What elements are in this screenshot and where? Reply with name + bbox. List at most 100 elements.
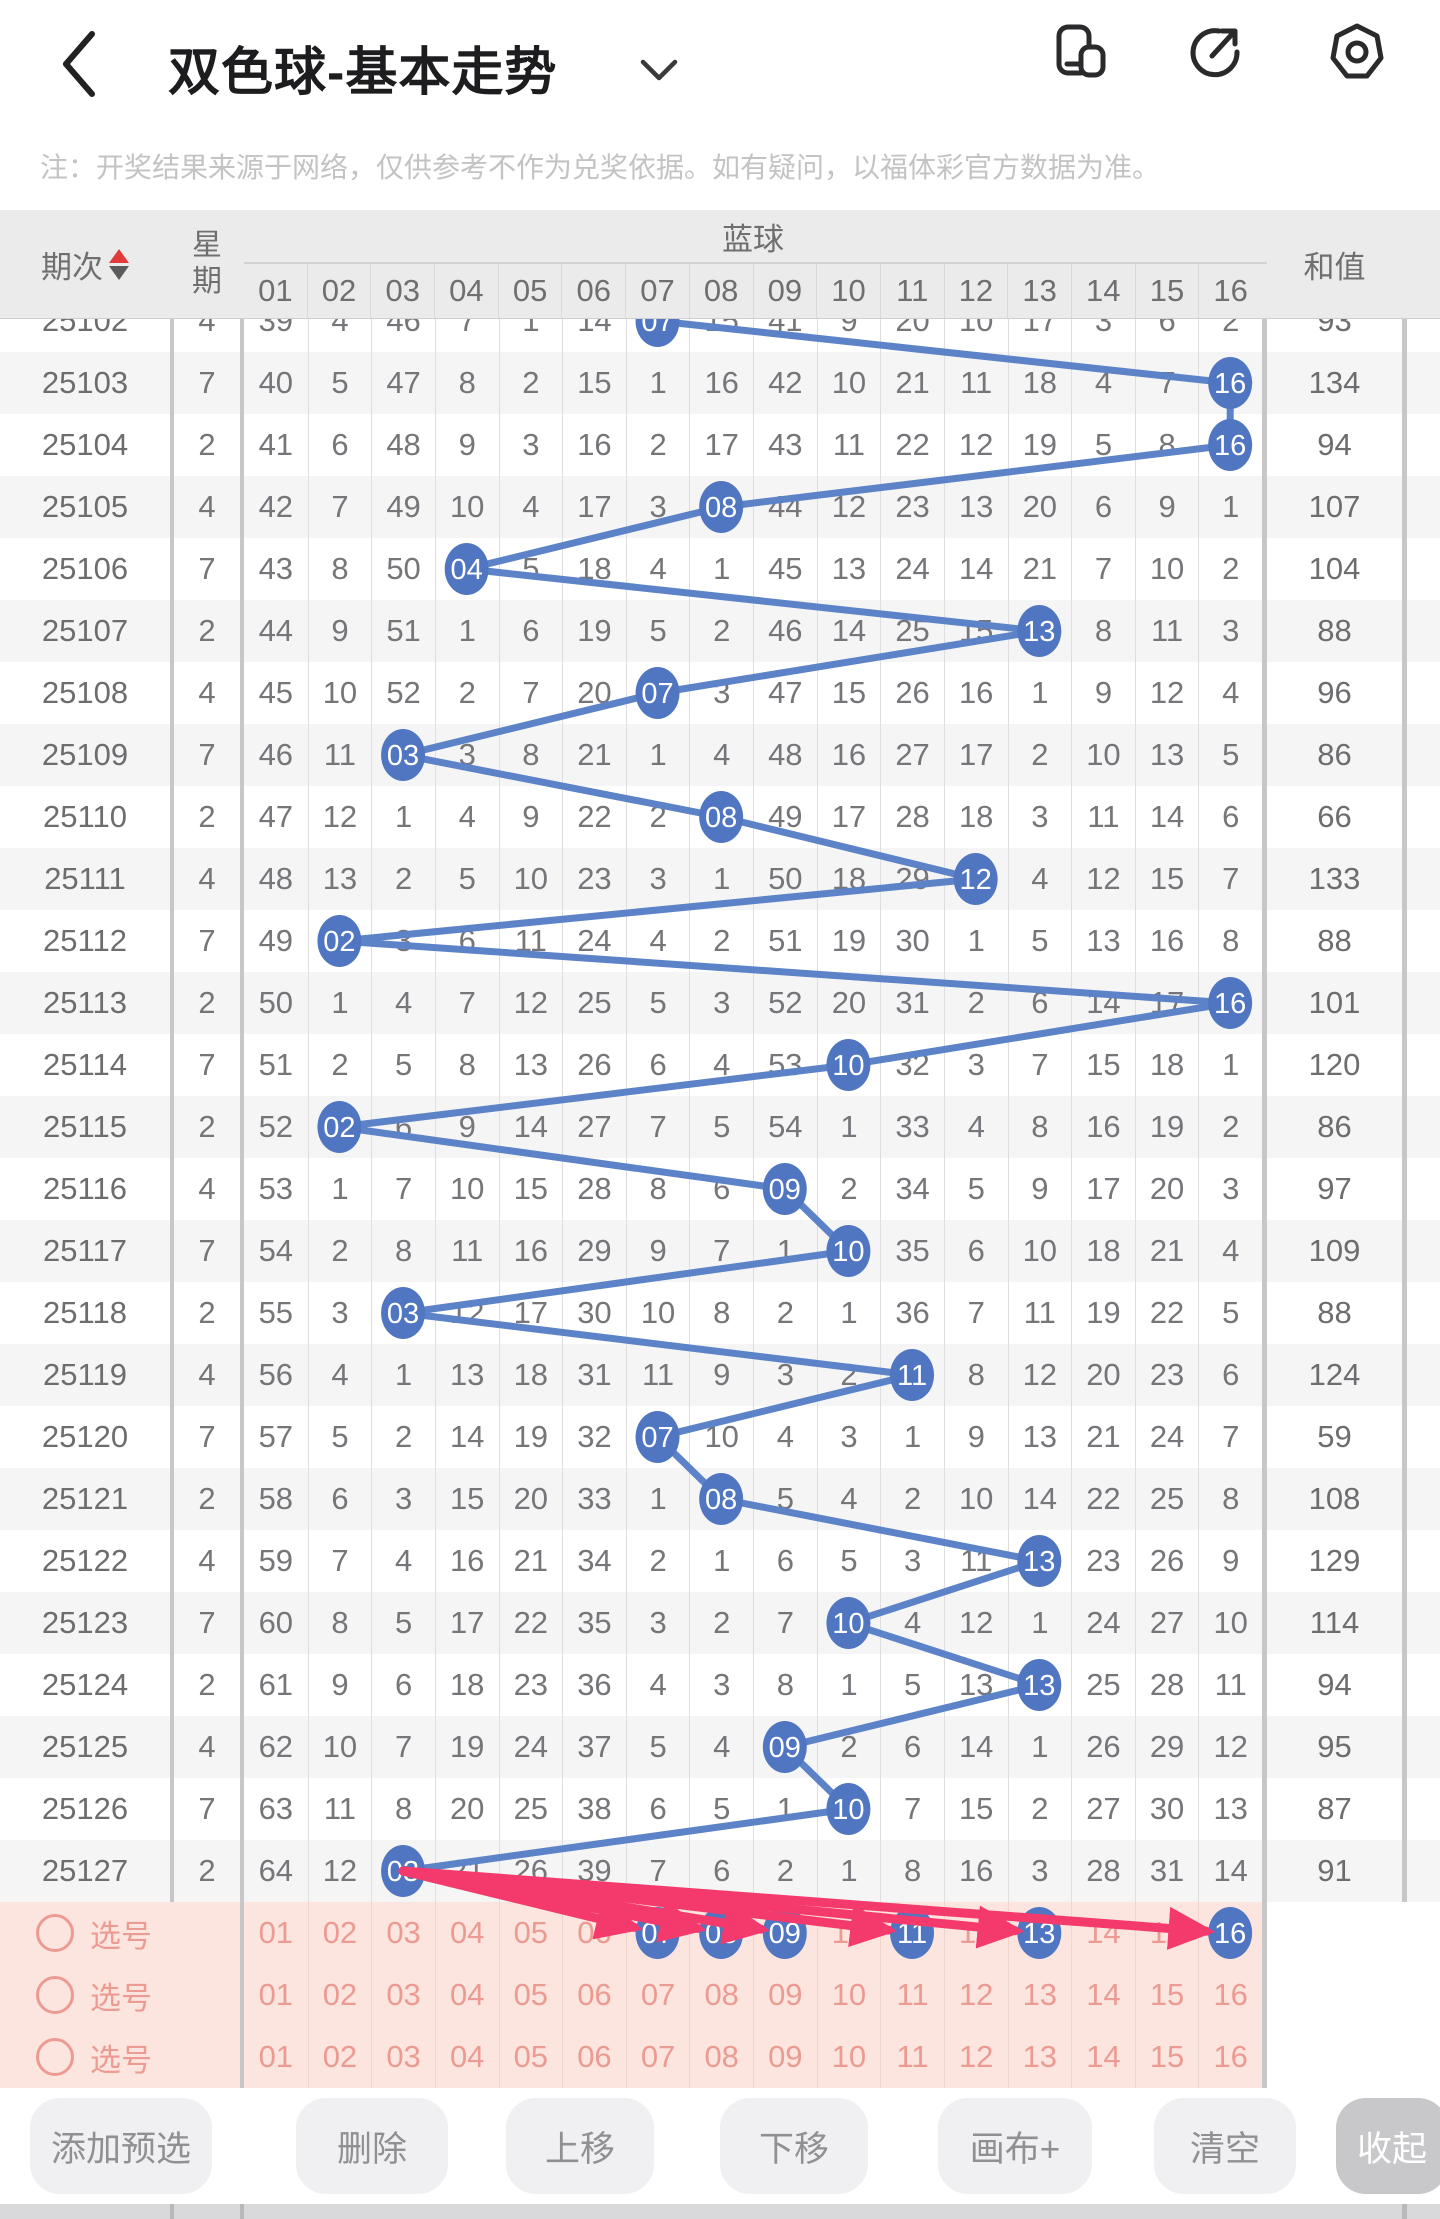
selection-number-13[interactable]: 13 xyxy=(1007,1964,1072,2026)
selection-number-13[interactable]: 13 xyxy=(1007,2026,1072,2088)
selection-number-16[interactable]: 16 xyxy=(1198,2026,1262,2088)
column-header-period[interactable]: 期次 xyxy=(0,210,170,318)
selection-number-10[interactable]: 10 xyxy=(816,1902,881,1964)
selection-number-15[interactable]: 15 xyxy=(1134,1964,1199,2026)
miss-count-cell: 19 xyxy=(562,600,626,662)
selection-number-09[interactable]: 09 xyxy=(753,1964,817,2026)
selection-number-08[interactable]: 08 xyxy=(689,1902,753,1964)
selection-number-12[interactable]: 12 xyxy=(943,1964,1008,2026)
period-header-label: 期次 xyxy=(41,249,103,285)
selection-number-14[interactable]: 14 xyxy=(1071,1964,1135,2026)
sum-cell: 104 xyxy=(1267,538,1402,600)
miss-count-cell: 10 xyxy=(307,1716,372,1778)
miss-count-cell xyxy=(1007,600,1072,662)
miss-count-cell: 1 xyxy=(816,1840,881,1902)
selection-number-05[interactable]: 05 xyxy=(498,1964,563,2026)
pip-window-icon[interactable] xyxy=(1054,22,1112,82)
delete-button[interactable]: 删除 xyxy=(296,2098,448,2194)
miss-count-cell: 40 xyxy=(244,352,308,414)
selection-radio[interactable] xyxy=(36,2038,74,2076)
miss-count-cell: 44 xyxy=(753,476,817,538)
selection-number-04[interactable]: 04 xyxy=(434,1902,499,1964)
tail-cell xyxy=(1407,352,1440,414)
selection-number-07[interactable]: 07 xyxy=(625,1902,690,1964)
miss-count-cell: 63 xyxy=(244,1778,308,1840)
selection-number-16[interactable]: 16 xyxy=(1198,1902,1262,1964)
canvas-plus-button[interactable]: 画布+ xyxy=(938,2098,1092,2194)
selection-number-05[interactable]: 05 xyxy=(498,2026,563,2088)
selection-number-10[interactable]: 10 xyxy=(816,1964,881,2026)
selection-number-12[interactable]: 12 xyxy=(943,2026,1008,2088)
title-dropdown[interactable] xyxy=(638,56,680,89)
selection-number-07[interactable]: 07 xyxy=(625,1964,690,2026)
selection-number-06[interactable]: 06 xyxy=(562,1964,626,2026)
selection-radio[interactable] xyxy=(36,1914,74,1952)
miss-count-cell: 3 xyxy=(307,1282,372,1344)
miss-count-cell: 12 xyxy=(943,1592,1008,1654)
selection-number-03[interactable]: 03 xyxy=(371,1902,435,1964)
selection-number-11[interactable]: 11 xyxy=(880,2026,944,2088)
tail-cell xyxy=(1407,972,1440,1034)
selection-number-05[interactable]: 05 xyxy=(498,1902,563,1964)
back-button[interactable] xyxy=(52,22,112,106)
sum-cell: 96 xyxy=(1267,662,1402,724)
selection-number-04[interactable]: 04 xyxy=(434,2026,499,2088)
move-down-button[interactable]: 下移 xyxy=(720,2098,868,2194)
selection-radio[interactable] xyxy=(36,1976,74,2014)
miss-count-cell: 13 xyxy=(1071,910,1135,972)
divider xyxy=(1402,210,1407,1902)
selection-number-11[interactable]: 11 xyxy=(880,1902,944,1964)
miss-count-cell: 6 xyxy=(371,1654,435,1716)
move-up-button[interactable]: 上移 xyxy=(506,2098,654,2194)
selection-number-02[interactable]: 02 xyxy=(307,2026,372,2088)
selection-number-01[interactable]: 01 xyxy=(244,2026,308,2088)
selection-number-16[interactable]: 16 xyxy=(1198,1964,1262,2026)
selection-number-14[interactable]: 14 xyxy=(1071,2026,1135,2088)
miss-count-cell: 6 xyxy=(689,1158,753,1220)
collapse-button[interactable]: 收起 xyxy=(1336,2098,1440,2194)
add-preselect-button[interactable]: 添加预选 xyxy=(30,2098,212,2194)
selection-number-06[interactable]: 06 xyxy=(562,1902,626,1964)
selection-number-08[interactable]: 08 xyxy=(689,2026,753,2088)
selection-number-15[interactable]: 15 xyxy=(1134,1902,1199,1964)
tail-cell xyxy=(1407,414,1440,476)
selection-number-02[interactable]: 02 xyxy=(307,1902,372,1964)
selection-number-14[interactable]: 14 xyxy=(1071,1902,1135,1964)
miss-count-cell: 2 xyxy=(689,1592,753,1654)
selection-number-03[interactable]: 03 xyxy=(371,2026,435,2088)
selection-number-10[interactable]: 10 xyxy=(816,2026,881,2088)
clear-button[interactable]: 清空 xyxy=(1154,2098,1296,2194)
miss-count-cell: 24 xyxy=(562,910,626,972)
miss-count-cell: 1 xyxy=(689,1530,753,1592)
selection-number-01[interactable]: 01 xyxy=(244,1964,308,2026)
selection-number-08[interactable]: 08 xyxy=(689,1964,753,2026)
selection-number-15[interactable]: 15 xyxy=(1134,2026,1199,2088)
selection-number-01[interactable]: 01 xyxy=(244,1902,308,1964)
miss-count-cell: 9 xyxy=(1071,662,1135,724)
selection-number-03[interactable]: 03 xyxy=(371,1964,435,2026)
sort-icon[interactable] xyxy=(109,248,129,280)
share-compass-icon[interactable] xyxy=(1186,22,1244,82)
selection-number-12[interactable]: 12 xyxy=(943,1902,1008,1964)
miss-count-cell: 11 xyxy=(307,1778,372,1840)
selection-number-13[interactable]: 13 xyxy=(1007,1902,1072,1964)
miss-count-cell: 9 xyxy=(689,1344,753,1406)
selection-number-04[interactable]: 04 xyxy=(434,1964,499,2026)
sum-cell: 66 xyxy=(1267,786,1402,848)
miss-count-cell: 3 xyxy=(625,1592,690,1654)
period-cell: 25107 xyxy=(0,600,170,662)
selection-number-09[interactable]: 09 xyxy=(753,1902,817,1964)
selection-number-09[interactable]: 09 xyxy=(753,2026,817,2088)
miss-count-cell: 2 xyxy=(371,848,435,910)
tail-cell xyxy=(1407,786,1440,848)
selection-number-11[interactable]: 11 xyxy=(880,1964,944,2026)
selection-number-07[interactable]: 07 xyxy=(625,2026,690,2088)
miss-count-cell: 47 xyxy=(753,662,817,724)
capture-hexagon-icon[interactable] xyxy=(1328,22,1386,82)
selection-number-06[interactable]: 06 xyxy=(562,2026,626,2088)
miss-count-cell: 38 xyxy=(562,1778,626,1840)
miss-count-cell: 4 xyxy=(371,972,435,1034)
miss-count-cell: 2 xyxy=(434,662,499,724)
selection-number-02[interactable]: 02 xyxy=(307,1964,372,2026)
miss-count-cell: 11 xyxy=(498,910,563,972)
